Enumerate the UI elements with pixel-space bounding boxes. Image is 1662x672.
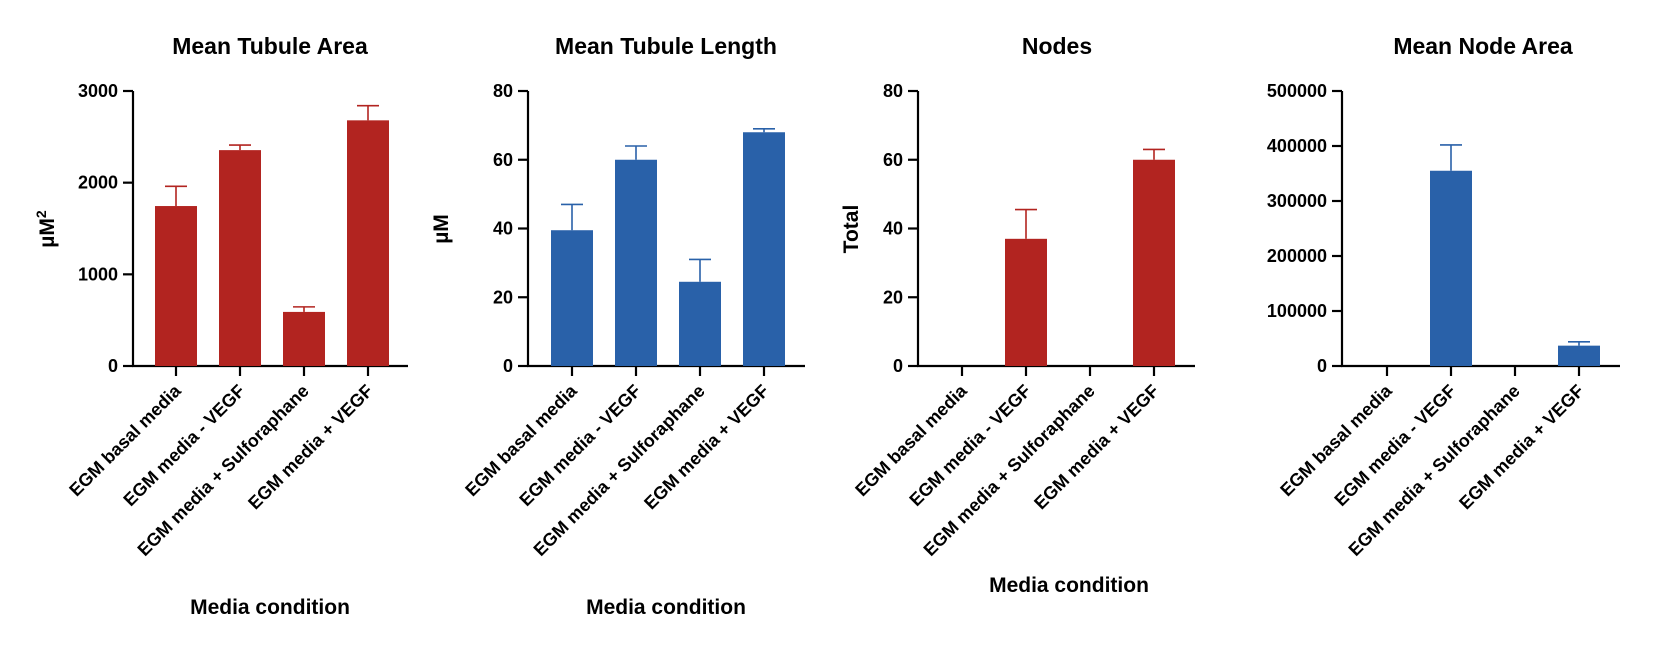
chart-title: Mean Tubule Length xyxy=(555,33,777,59)
x-tick-label: EGM basal media xyxy=(65,380,185,500)
x-axis-label: Media condition xyxy=(989,574,1149,597)
chart-title: Mean Node Area xyxy=(1393,33,1573,59)
bar xyxy=(1430,170,1472,366)
y-tick-label: 0 xyxy=(1317,356,1327,376)
chart-panel-4: Mean Node Area 0 100000 200000 300000 400000 5… xyxy=(1267,33,1620,560)
y-tick-label: 80 xyxy=(883,81,903,101)
bar xyxy=(1133,159,1175,366)
x-tick-label: EGM basal media xyxy=(851,380,971,500)
y-tick-label: 500000 xyxy=(1267,81,1327,101)
x-tick-label: EGM media + VEGF xyxy=(1030,381,1163,514)
y-tick-label: 60 xyxy=(883,150,903,170)
y-axis-label: Total xyxy=(840,205,863,254)
y-tick-label: 20 xyxy=(883,287,903,307)
y-tick-label: 1000 xyxy=(78,264,118,284)
y-tick-label: 80 xyxy=(493,81,513,101)
bar xyxy=(551,230,593,366)
bar xyxy=(615,159,657,366)
bar xyxy=(1558,345,1600,366)
chart-panel-3: Nodes Total Media condition 0 20 40 60 80 EGM ba… xyxy=(840,33,1195,597)
x-tick-label: EGM media + VEGF xyxy=(640,381,773,514)
x-axis-label: Media condition xyxy=(190,596,350,619)
y-tick-label: 40 xyxy=(883,219,903,239)
bar xyxy=(283,311,325,366)
y-axis-label: µM xyxy=(430,214,453,244)
y-tick-label: 20 xyxy=(493,287,513,307)
x-tick-label: EGM media - VEGF xyxy=(1330,381,1459,510)
y-tick-label: 400000 xyxy=(1267,136,1327,156)
chart-title: Mean Tubule Area xyxy=(172,33,368,59)
y-tick-label: 200000 xyxy=(1267,246,1327,266)
y-tick-label: 0 xyxy=(893,356,903,376)
bar xyxy=(155,206,197,366)
chart-title: Nodes xyxy=(1022,33,1092,59)
x-tick-label: EGM basal media xyxy=(461,380,581,500)
y-tick-label: 0 xyxy=(503,356,513,376)
y-tick-label: 100000 xyxy=(1267,301,1327,321)
x-tick-label: EGM media + VEGF xyxy=(244,381,377,514)
bar xyxy=(1005,238,1047,366)
y-tick-label: 0 xyxy=(108,356,118,376)
x-tick-label: EGM media - VEGF xyxy=(119,381,248,510)
chart-panel-2: Mean Tubule Length µM Media condition 0 20 40… xyxy=(430,33,805,619)
y-tick-label: 3000 xyxy=(78,81,118,101)
y-tick-label: 60 xyxy=(493,150,513,170)
bar xyxy=(679,281,721,366)
y-tick-label: 300000 xyxy=(1267,191,1327,211)
chart-panel-1: Mean Tubule Area µM2 Media condition 0 1000 2… xyxy=(33,33,408,619)
y-tick-label: 2000 xyxy=(78,173,118,193)
x-tick-label: EGM media - VEGF xyxy=(515,381,644,510)
x-tick-label: EGM media - VEGF xyxy=(905,381,1034,510)
bar xyxy=(347,120,389,366)
bar xyxy=(219,150,261,366)
x-tick-label: EGM basal media xyxy=(1276,380,1396,500)
x-axis-label: Media condition xyxy=(586,596,746,619)
y-tick-label: 40 xyxy=(493,219,513,239)
x-tick-label: EGM media + VEGF xyxy=(1455,381,1588,514)
y-axis-label: µM2 xyxy=(33,210,59,248)
bar xyxy=(743,132,785,366)
